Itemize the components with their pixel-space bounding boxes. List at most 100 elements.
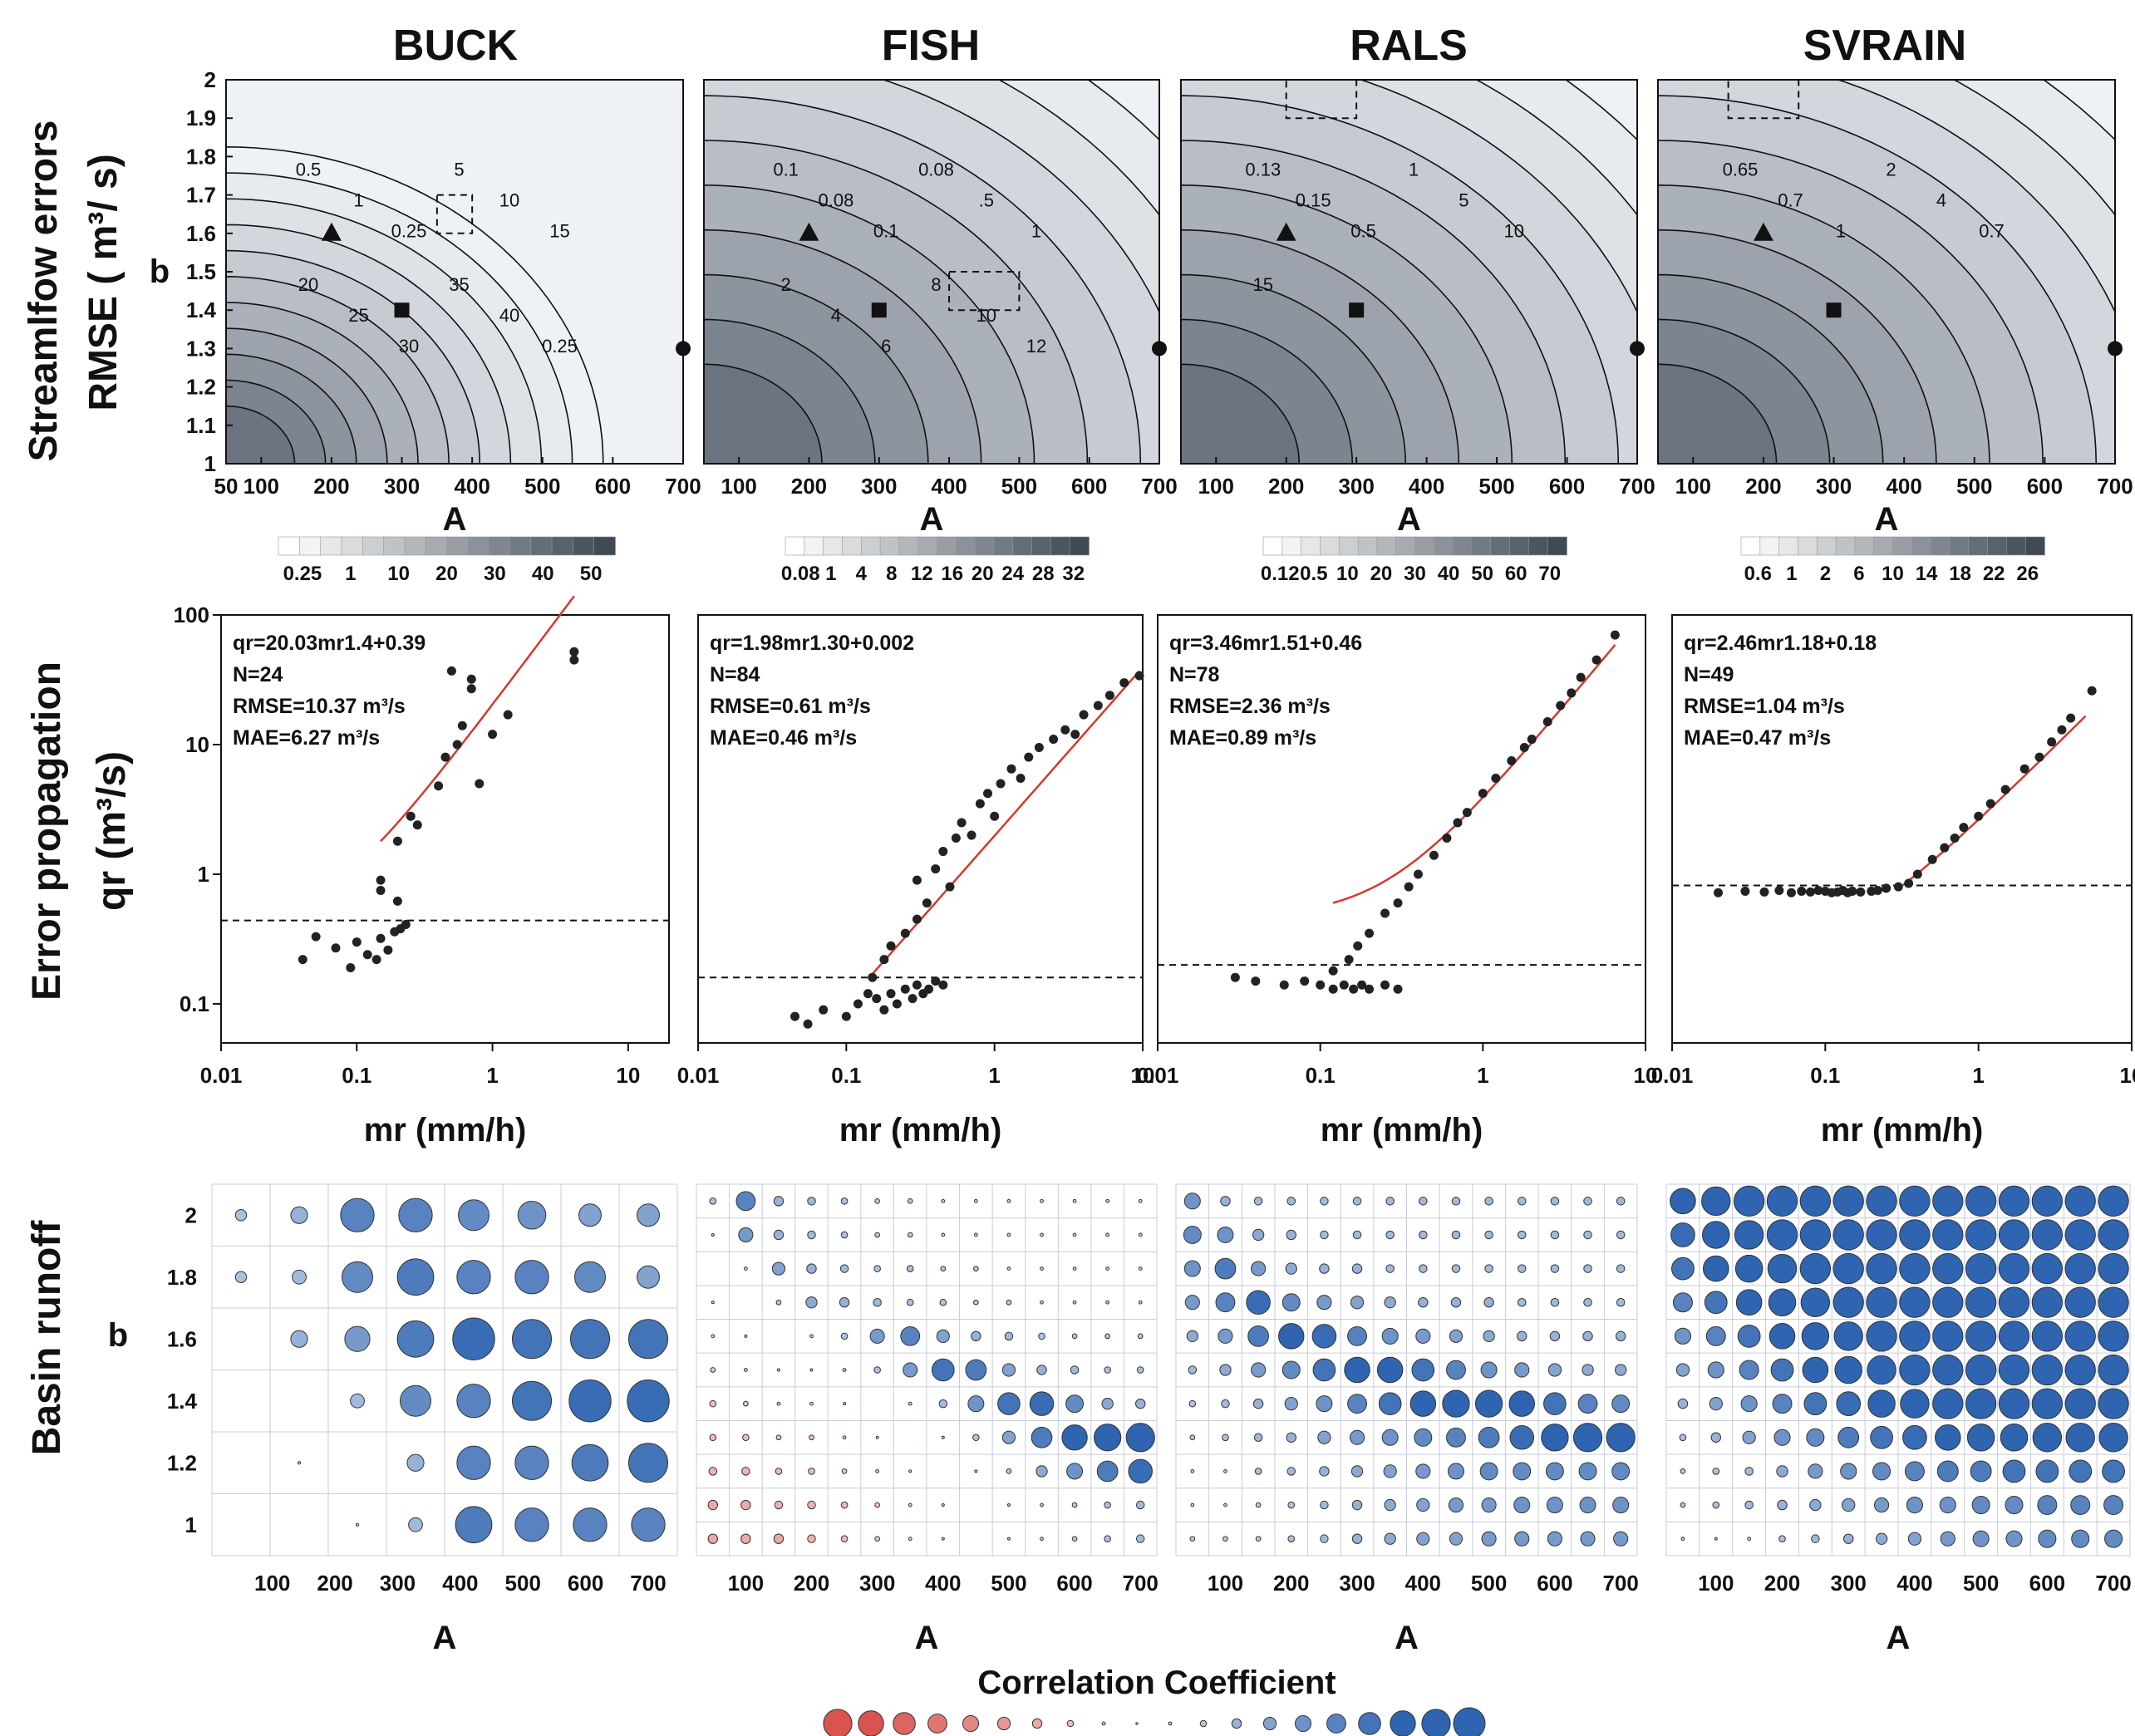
correlation-bubble xyxy=(1286,1467,1296,1476)
colorbar-label: 40 xyxy=(532,563,554,585)
correlation-bubble xyxy=(708,1467,718,1476)
data-point xyxy=(1353,941,1363,951)
correlation-bubble xyxy=(1188,1399,1197,1408)
correlation-bubble xyxy=(1214,1257,1237,1280)
data-point xyxy=(298,955,307,965)
correlation-bubble xyxy=(1737,1324,1761,1348)
correlation-bubble xyxy=(396,1258,435,1296)
colorbar-label: 6 xyxy=(1853,563,1864,585)
x-tick-label: 0.01 xyxy=(200,1063,243,1088)
y-tick-label: 1.4 xyxy=(186,298,217,322)
colorbar-cell xyxy=(1262,536,1283,556)
data-point xyxy=(945,882,955,892)
correlation-bubble xyxy=(456,1445,491,1480)
correlation-bubble xyxy=(1970,1460,1992,1483)
x-tick-label: 300 xyxy=(1339,1571,1375,1596)
correlation-bubble xyxy=(2031,1354,2064,1386)
correlation-bubble xyxy=(1383,1464,1397,1478)
correlation-bubble xyxy=(1484,1197,1493,1206)
correlation-bubble xyxy=(1579,1497,1596,1514)
correlation-bubble xyxy=(840,1535,849,1542)
correlation-bubble xyxy=(1712,1468,1720,1475)
correlation-bubble xyxy=(931,1358,955,1382)
data-point xyxy=(853,999,863,1009)
x-tick-label: 200 xyxy=(791,474,827,499)
correlation-bubble xyxy=(1385,1230,1395,1240)
correlation-bubble xyxy=(1998,1252,2030,1285)
correlation-bubble xyxy=(2035,1459,2059,1483)
x-tick-label: 300 xyxy=(1831,1571,1867,1596)
scatter-frame xyxy=(220,614,670,1044)
contour-label: 1 xyxy=(353,189,363,210)
correlation-bubble xyxy=(1550,1264,1560,1273)
data-point xyxy=(457,720,467,730)
correlation-bubble xyxy=(1352,1230,1362,1240)
contour-label: 0.1 xyxy=(773,160,799,180)
contour-label: 1 xyxy=(1409,160,1419,180)
y-tick-label: 1.9 xyxy=(186,106,216,130)
correlation-bubble xyxy=(1734,1220,1764,1250)
y-tick-label: 1 xyxy=(204,451,216,476)
colorbar-cell xyxy=(509,536,532,556)
correlation-bubble xyxy=(874,1502,880,1508)
x-tick-label: 600 xyxy=(2029,1571,2065,1596)
correlation-bubble xyxy=(1481,1531,1497,1547)
correlation-bubble xyxy=(842,1368,847,1372)
bubble-panel-svrain: 100 200 300 400 500 600 700 A xyxy=(1665,1183,2132,1656)
bubble-panel-fish: 100 200 300 400 500 600 700 A xyxy=(696,1183,1159,1656)
title-rals: RALS xyxy=(1350,22,1468,70)
x-tick-label: 400 xyxy=(1409,474,1444,499)
correlation-bubble xyxy=(1998,1354,2030,1386)
data-point xyxy=(938,847,948,857)
correlation-bubble xyxy=(874,1197,880,1204)
correlation-bubble xyxy=(709,1399,717,1408)
correlation-bubble xyxy=(805,1296,818,1309)
data-point xyxy=(900,984,910,994)
x-tick-label: 100 xyxy=(728,1571,764,1596)
correlation-bubble xyxy=(1040,1300,1044,1305)
correlation-bubble xyxy=(973,1266,979,1271)
correlation-bubble xyxy=(517,1200,547,1230)
x-axis-label: A xyxy=(443,501,467,538)
correlation-bubble xyxy=(1040,1502,1044,1507)
data-point xyxy=(1959,823,1969,833)
stats-annotation: qr=1.98mr1.30+0.002 xyxy=(710,632,914,655)
correlation-bubble xyxy=(1251,1362,1267,1378)
correlation-bubble xyxy=(773,1229,785,1241)
correlation-bubble xyxy=(1449,1532,1464,1546)
legend-bubble xyxy=(858,1710,884,1736)
correlation-bubble xyxy=(1832,1286,1864,1318)
contour-label: 0.15 xyxy=(1296,189,1331,210)
correlation-bubble xyxy=(292,1269,307,1285)
data-point xyxy=(434,781,444,791)
correlation-bubble xyxy=(1286,1197,1296,1206)
correlation-bubble xyxy=(1808,1463,1823,1479)
correlation-bubble xyxy=(1866,1286,1897,1318)
correlation-bubble xyxy=(1287,1501,1296,1509)
correlation-bubble xyxy=(1451,1197,1461,1206)
correlation-bubble xyxy=(2103,1495,2124,1516)
correlation-bubble xyxy=(1384,1296,1396,1309)
correlation-bubble xyxy=(1965,1185,1997,1217)
correlation-bubble xyxy=(906,1298,914,1306)
correlation-bubble xyxy=(1418,1297,1429,1308)
correlation-bubble xyxy=(1867,1389,1896,1418)
correlation-bubble xyxy=(1514,1362,1530,1378)
triangle-marker xyxy=(1753,222,1773,241)
correlation-bubble xyxy=(840,1231,849,1239)
correlation-bubble xyxy=(1446,1427,1466,1448)
correlation-bubble xyxy=(941,1537,945,1541)
x-tick-label: 100 xyxy=(254,1571,290,1596)
correlation-bubble xyxy=(400,1384,431,1417)
contour-label: 15 xyxy=(549,220,569,241)
correlation-bubble xyxy=(568,1379,612,1423)
colorbar-cell xyxy=(2006,536,2026,556)
stats-annotation: MAE=6.27 m³/s xyxy=(233,726,380,750)
correlation-bubble xyxy=(1138,1300,1143,1305)
data-point xyxy=(1940,843,1950,853)
correlation-bubble xyxy=(1899,1252,1931,1285)
correlation-bubble xyxy=(843,1402,847,1406)
y-tick-label: 1.6 xyxy=(186,221,216,246)
correlation-bubble xyxy=(1419,1197,1428,1206)
